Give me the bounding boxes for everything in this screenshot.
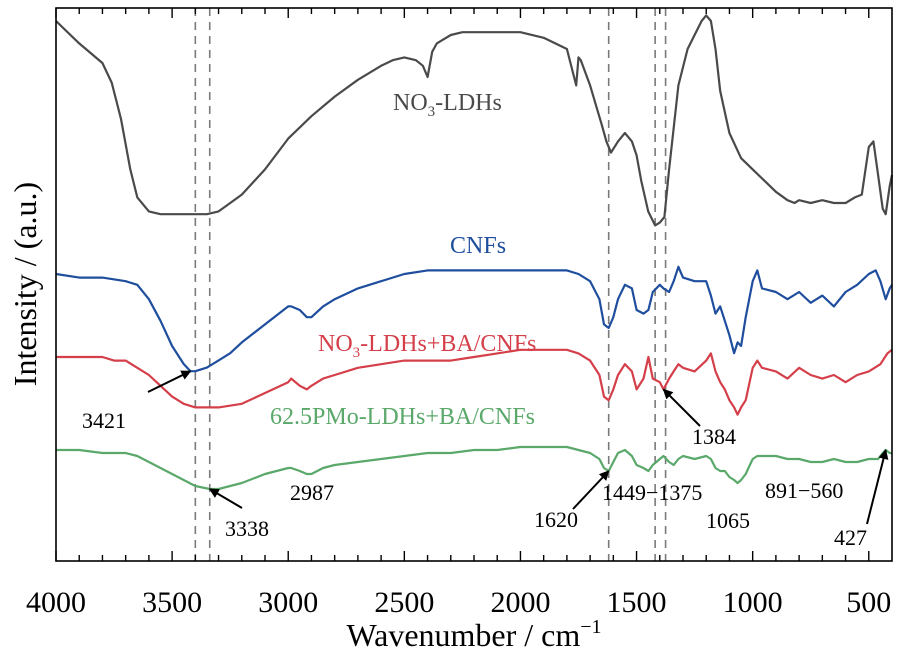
peak-arrow (147, 370, 192, 393)
series-label-2: NO3-LDHs+BA/CNFs (318, 331, 536, 361)
peak-label-1620: 1620 (534, 507, 578, 532)
peak-label-1065: 1065 (706, 508, 750, 533)
x-tick-label: 1000 (723, 586, 783, 619)
x-tick-label: 2500 (374, 586, 434, 619)
peak-arrow (866, 449, 889, 525)
x-tick-label: 3500 (142, 586, 202, 619)
x-tick-label: 500 (846, 586, 891, 619)
spectra-series (55, 14, 894, 491)
series-label-text-end: -LDHs+BA/CNFs (360, 331, 536, 357)
x-axis-ticks: 4000 3500 3000 2500 2000 1500 1000 500 (26, 8, 891, 619)
series-line-1 (55, 265, 893, 373)
series-labels: NO3-LDHsCNFsNO3-LDHs+BA/CNFs62.5PMo-LDHs… (270, 90, 536, 430)
series-label-text-end: -LDHs (435, 90, 502, 116)
peak-label-3338: 3338 (225, 516, 269, 541)
peak-arrow (572, 470, 610, 510)
series-label-text: NO (318, 331, 353, 357)
series-line-3 (56, 445, 892, 491)
peak-arrow (662, 388, 701, 427)
series-line-0 (55, 14, 894, 227)
peak-arrow (208, 488, 243, 509)
y-axis-title: Intensity / (a.u.) (7, 182, 43, 386)
series-label-subscript: 3 (428, 104, 436, 120)
series-label-1: CNFs (450, 233, 506, 259)
x-tick-label: 3000 (258, 586, 318, 619)
peak-label-1449−1375: 1449−1375 (602, 480, 702, 505)
x-tick-label: 1500 (607, 586, 667, 619)
series-label-text: CNFs (450, 233, 506, 259)
x-axis-title: Wavenumber / cm−1 (346, 616, 601, 653)
x-axis-title-text: Wavenumber / cm (346, 617, 580, 653)
peak-label-2987: 2987 (290, 480, 334, 505)
x-tick-label: 4000 (26, 586, 86, 619)
series-label-0: NO3-LDHs (393, 90, 502, 120)
peak-label-3421: 3421 (82, 408, 126, 433)
reference-lines (194, 8, 667, 561)
series-label-text: NO (393, 90, 428, 116)
peak-annotations: 3421 3338 2987 1620 1449−1375 1384 1065 891−560… (82, 370, 889, 550)
series-label-subscript: 3 (353, 345, 361, 361)
x-tick-label: 2000 (490, 586, 550, 619)
series-label-text: 62.5PMo-LDHs+BA/CNFs (270, 404, 535, 430)
series-line-2 (56, 348, 893, 416)
peak-label-427: 427 (834, 525, 867, 550)
peak-label-891−560: 891−560 (765, 478, 843, 503)
series-label-3: 62.5PMo-LDHs+BA/CNFs (270, 404, 535, 430)
peak-label-1384: 1384 (692, 424, 736, 449)
x-axis-title-superscript: −1 (580, 616, 601, 638)
